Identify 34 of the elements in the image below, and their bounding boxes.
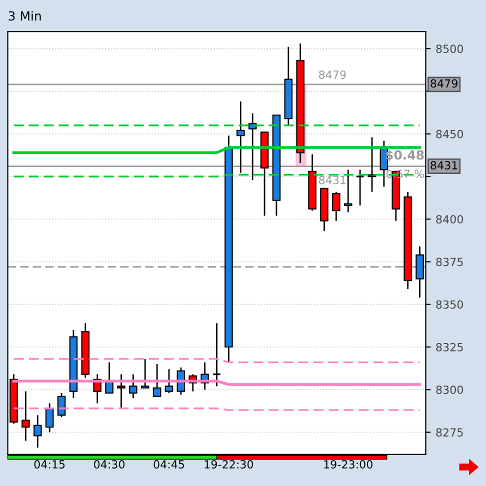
candlestick	[248, 112, 257, 181]
annotation: 0.57 %	[386, 170, 424, 178]
text: 8479	[319, 70, 346, 79]
chart-title: 3 Min	[8, 10, 41, 21]
candlestick	[140, 358, 150, 389]
x-tick-label: 04:15	[34, 460, 65, 469]
x-tick-label: 04:30	[94, 460, 125, 469]
y-tick-label: 8325	[436, 342, 463, 352]
ref-line-label: 8431	[430, 161, 458, 170]
candlestick	[117, 374, 126, 410]
candlestick	[164, 368, 174, 394]
candlestick	[344, 168, 352, 214]
candlestick	[45, 402, 54, 433]
candlestick	[356, 168, 364, 206]
candlestick	[129, 374, 138, 399]
candlestick	[22, 390, 30, 442]
y-tick-label: 8375	[436, 258, 463, 266]
candlestick	[236, 100, 245, 174]
candlestick	[33, 414, 42, 448]
x-tick-label: 19-23:00	[324, 460, 372, 469]
candlestick	[212, 322, 222, 387]
y-tick-label: 8400	[436, 215, 463, 224]
y-tick-label: 8500	[436, 44, 463, 54]
y-tick-label: 8450	[436, 130, 463, 138]
x-tick-label: 19-22:30	[204, 460, 254, 469]
y-tick-label: 8275	[436, 428, 463, 437]
ref-line-label: 8479	[430, 79, 458, 88]
x-tick-label: 04:45	[154, 460, 184, 469]
candlestick	[57, 392, 66, 418]
candlestick	[332, 191, 340, 222]
text: 8431	[319, 176, 346, 184]
candlestick	[152, 363, 162, 398]
y-tick-label: 8300	[436, 386, 463, 394]
y-tick-label: 8350	[436, 300, 463, 309]
